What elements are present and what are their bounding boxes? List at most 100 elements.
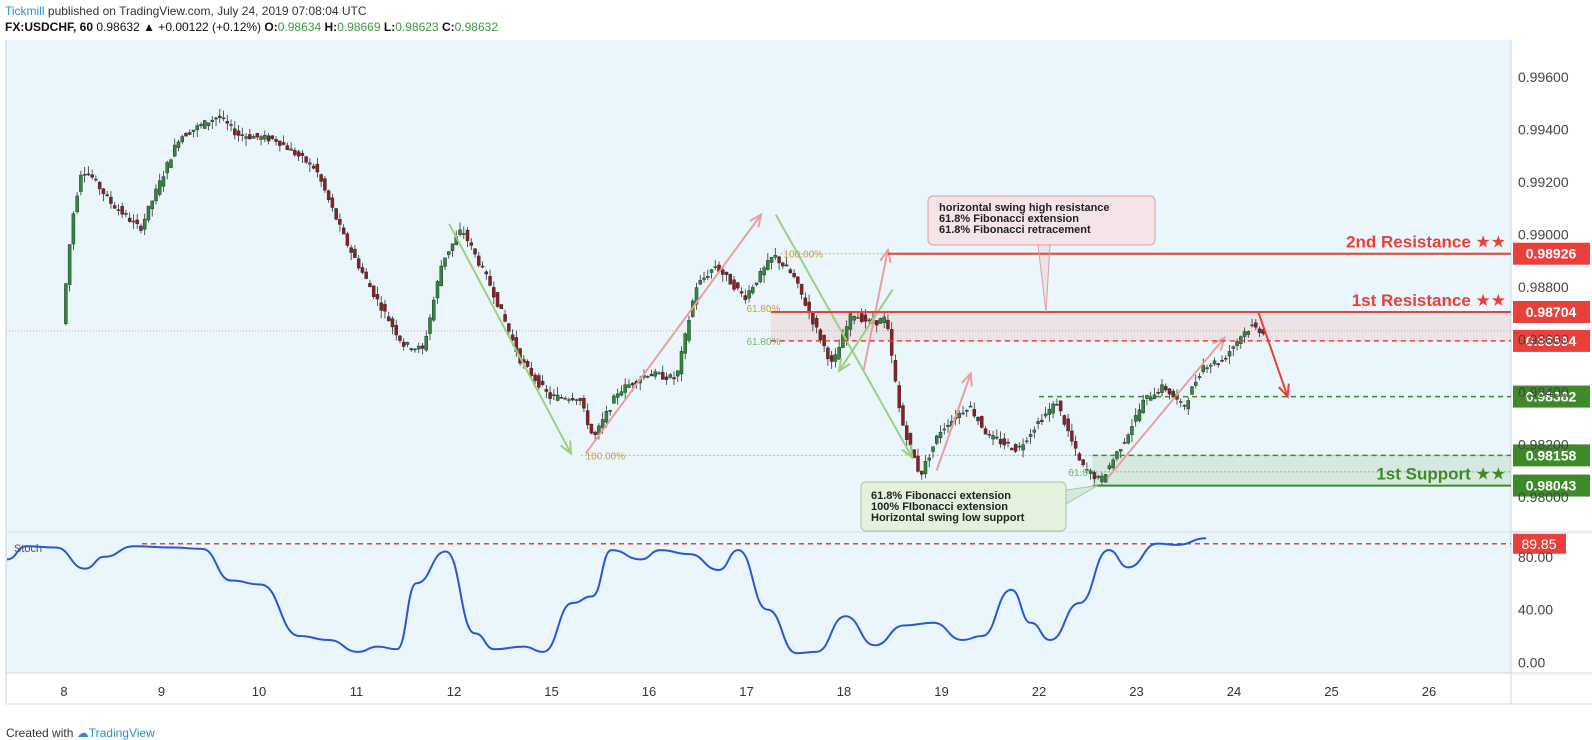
candle <box>965 409 969 417</box>
candle <box>916 448 920 473</box>
footer-tradingview-link[interactable]: ☁TradingView <box>76 726 155 740</box>
candle <box>274 136 278 146</box>
candle-body <box>248 134 252 139</box>
fib-label: 100.00% <box>586 451 626 462</box>
candle-body <box>1126 434 1130 444</box>
candle <box>161 170 166 192</box>
candle-body <box>1036 421 1040 424</box>
candle <box>751 284 755 295</box>
x-tick-label: 11 <box>350 684 364 699</box>
candle-body <box>818 329 823 341</box>
candle-body <box>893 359 898 382</box>
support-zone <box>1092 455 1511 486</box>
candle <box>1107 462 1112 471</box>
candle <box>82 167 87 183</box>
candle <box>139 223 143 234</box>
candle-body <box>604 411 609 423</box>
candle <box>315 157 320 178</box>
candle <box>589 423 594 435</box>
candle-body <box>1231 346 1236 349</box>
candle <box>1073 435 1078 457</box>
candle-body <box>1182 405 1187 407</box>
candle-body <box>1137 409 1142 421</box>
candle <box>552 389 556 400</box>
publisher-link[interactable]: Tickmill <box>5 4 45 18</box>
candle <box>724 271 729 282</box>
candle <box>1224 355 1228 362</box>
candle-body <box>529 367 534 376</box>
chart-canvas[interactable]: 100.00% 61.80% 61.80% 100.00% 61.8 0.98926 2nd… <box>0 36 1592 736</box>
candle-body <box>1257 328 1262 334</box>
candle-body <box>788 269 793 273</box>
candle <box>240 127 245 142</box>
stoch-line <box>6 537 1207 655</box>
candle <box>706 269 710 280</box>
candle <box>942 422 947 435</box>
candle-body <box>428 317 432 334</box>
candle <box>773 248 778 261</box>
candle-body <box>540 380 545 385</box>
callout-text: 61.8% Fibonacci retracement <box>939 224 1091 236</box>
candle <box>874 320 879 333</box>
candle <box>897 381 901 413</box>
candle-body <box>769 257 774 263</box>
candle-body <box>739 291 744 294</box>
candle <box>721 266 725 282</box>
candle-body <box>995 436 999 439</box>
candle <box>416 342 421 354</box>
candle <box>368 279 372 288</box>
candle <box>555 387 560 402</box>
candle <box>1092 470 1097 484</box>
candle-body <box>293 149 297 156</box>
candle-body <box>1010 448 1014 451</box>
candle-body <box>109 196 113 204</box>
candle-body <box>657 372 661 375</box>
candle <box>465 227 470 248</box>
candle <box>657 371 661 375</box>
candle-body <box>345 233 350 246</box>
candle-body <box>386 316 391 322</box>
candle-body <box>796 276 800 284</box>
candle-body <box>1209 364 1213 367</box>
candle-body <box>424 336 428 351</box>
candle-body <box>477 255 481 266</box>
candle-body <box>1013 443 1018 452</box>
candle <box>120 202 124 219</box>
candle-body <box>1096 475 1100 478</box>
candle <box>469 238 474 251</box>
symbol-label[interactable]: FX:USDCHF, 60 <box>5 20 94 34</box>
candle-body <box>814 317 819 328</box>
candle-body <box>1201 365 1206 372</box>
candle-body <box>1216 363 1221 365</box>
candle-body <box>86 173 91 176</box>
candle-body <box>901 405 905 426</box>
candle-body <box>1066 418 1070 432</box>
candle-body <box>236 130 241 136</box>
candle <box>919 470 924 480</box>
fib-label: 100.00% <box>784 250 824 261</box>
level-name: 1st Support ★★ <box>1376 465 1506 484</box>
candle-body <box>244 136 248 139</box>
y-tick-label: 0.99200 <box>1518 174 1569 190</box>
candle <box>781 261 785 269</box>
open-label: O: <box>264 20 278 34</box>
candle-body <box>615 393 620 398</box>
candle-body <box>987 433 992 436</box>
candle <box>259 134 263 146</box>
level-price-tag <box>1513 301 1590 324</box>
candle-body <box>398 335 402 341</box>
candle <box>428 314 432 341</box>
candle-body <box>1160 384 1164 393</box>
candle-body <box>154 188 158 202</box>
candle <box>184 132 188 137</box>
candle <box>1235 338 1239 351</box>
candle-body <box>863 314 868 322</box>
y-tick-label: 0.98600 <box>1518 331 1569 347</box>
candle <box>229 119 233 132</box>
ohlc-legend: FX:USDCHF, 60 0.98632 ▲ +0.00122 (+0.12%… <box>5 20 498 34</box>
candle-body <box>799 283 804 295</box>
candle-body <box>1235 341 1239 346</box>
open-value: 0.98634 <box>277 20 322 34</box>
fib-arrow <box>774 214 914 458</box>
candle <box>803 292 808 307</box>
